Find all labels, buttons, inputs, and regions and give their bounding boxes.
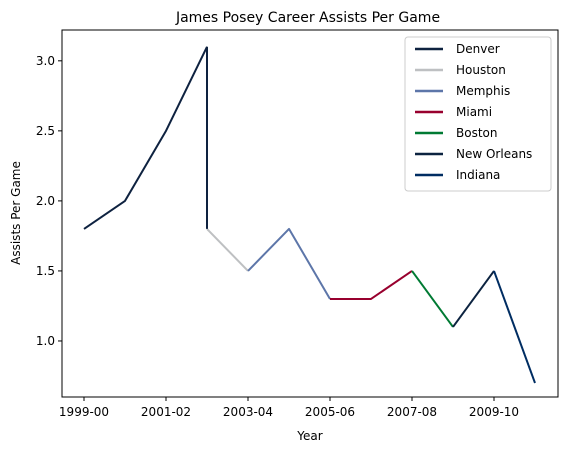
series-line-1 [206,228,249,272]
x-tick-label: 2003-04 [223,405,273,419]
legend-box [404,36,552,192]
series-line-3 [330,270,413,300]
x-axis-ticks: 1999-00 2001-02 2003-04 2005-06 2007-08 2009-… [59,397,519,419]
series-line-4 [411,270,454,328]
legend: Denver Houston Memphis Miami Boston New Orlea… [404,36,552,192]
x-tick-label: 2001-02 [141,405,191,419]
series-line-6 [493,270,536,384]
x-axis-title: Year [296,429,322,443]
legend-label: Memphis [456,84,510,98]
y-tick-label: 1.0 [36,334,55,348]
x-tick-label: 1999-00 [59,405,109,419]
y-tick-label: 1.5 [36,264,55,278]
y-axis-ticks: 1.0 1.5 2.0 2.5 3.0 [36,54,62,348]
chart-title: James Posey Career Assists Per Game [175,10,440,26]
series-line-0 [83,46,208,230]
x-tick-label: 2005-06 [305,405,355,419]
legend-label: Houston [456,63,506,77]
series-layer [83,46,536,384]
legend-label: New Orleans [456,147,532,161]
series-line-2 [247,227,331,300]
y-tick-label: 2.0 [36,194,55,208]
x-tick-label: 2009-10 [469,405,519,419]
legend-label: Boston [456,126,497,140]
legend-label: Miami [456,105,492,119]
plot-area [61,29,559,398]
y-tick-label: 3.0 [36,54,55,68]
legend-label: Denver [456,42,500,56]
y-tick-label: 2.5 [36,124,55,138]
legend-label: Indiana [456,168,500,182]
series-line-5 [452,270,495,328]
y-axis-title: Assists Per Game [9,161,23,265]
x-tick-label: 2007-08 [387,405,437,419]
